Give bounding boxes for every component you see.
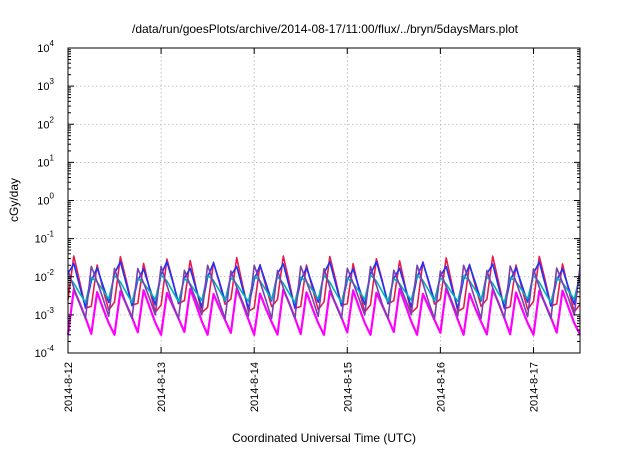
x-tick-label: 2014-8-13 xyxy=(156,362,168,412)
x-tick-label: 2014-8-17 xyxy=(528,362,540,412)
y-tick-label: 100 xyxy=(37,192,54,208)
grid xyxy=(67,48,580,353)
series-line xyxy=(67,264,581,320)
y-tick-label: 104 xyxy=(37,39,54,55)
x-tick-label: 2014-8-12 xyxy=(63,362,75,412)
y-tick-label: 10-1 xyxy=(35,230,55,246)
y-tick-label: 103 xyxy=(37,77,54,93)
x-tick-label: 2014-8-15 xyxy=(342,362,354,412)
series-line xyxy=(66,287,581,336)
series-layer xyxy=(66,255,581,336)
x-tick-label: 2014-8-16 xyxy=(435,362,447,412)
x-axis-label: Coordinated Universal Time (UTC) xyxy=(232,431,416,445)
x-tick-label: 2014-8-14 xyxy=(249,362,261,412)
series-line xyxy=(67,274,581,304)
y-tick-label: 10-2 xyxy=(35,268,55,284)
y-axis-label: cGy/day xyxy=(7,178,21,222)
y-tick-label: 10-3 xyxy=(35,306,55,322)
y-tick-label: 10-4 xyxy=(35,344,55,360)
chart-title: /data/run/goesPlots/archive/2014-08-17/1… xyxy=(132,22,519,36)
y-axis: 10-4 10-3 10-2 10-1 100 101 102 103 104 xyxy=(35,39,580,360)
x-axis: 2014-8-12 2014-8-13 2014-8-14 2014-8-15 2014… xyxy=(63,48,540,412)
series-line xyxy=(67,255,581,314)
y-tick-label: 102 xyxy=(37,115,54,131)
y-tick-label: 101 xyxy=(37,153,54,169)
